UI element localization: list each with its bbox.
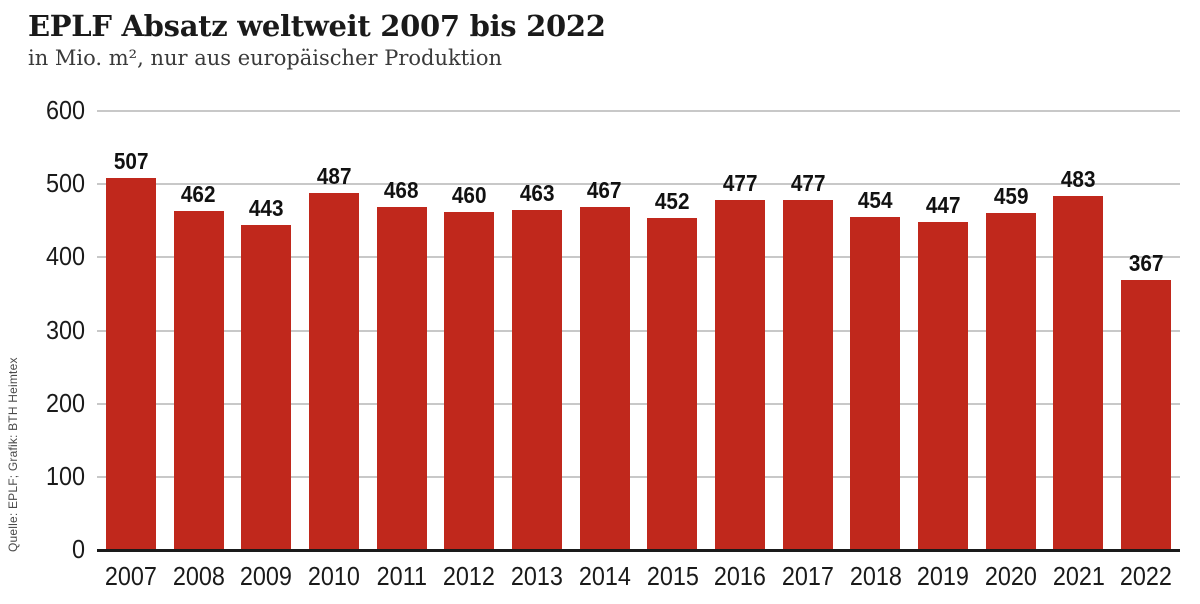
chart-subtitle: in Mio. m², nur aus europäischer Produkt… bbox=[28, 46, 503, 71]
bar bbox=[376, 206, 427, 549]
x-axis-label: 2014 bbox=[578, 561, 631, 591]
y-axis-tick-label: 500 bbox=[45, 168, 85, 199]
x-axis-label: 2013 bbox=[510, 561, 563, 591]
bar-slot-2020: 459 bbox=[977, 110, 1045, 549]
bar bbox=[511, 210, 562, 549]
bar-value-label: 367 bbox=[1128, 250, 1164, 277]
bar-value-label: 459 bbox=[993, 183, 1029, 210]
bar-value-label: 454 bbox=[858, 186, 893, 213]
bar-value-label: 477 bbox=[790, 170, 825, 196]
gridline bbox=[97, 329, 1180, 332]
bar bbox=[579, 207, 630, 549]
bar-value-label: 487 bbox=[316, 162, 352, 189]
bar-slot-2022: 367 bbox=[1112, 110, 1180, 549]
y-axis-tick-label: 300 bbox=[45, 314, 85, 345]
bar bbox=[173, 210, 224, 549]
y-axis-tick-label: 400 bbox=[45, 241, 85, 272]
bar-slot-2019: 447 bbox=[909, 110, 977, 549]
x-axis-label: 2022 bbox=[1120, 561, 1173, 591]
y-axis-tick-label: 100 bbox=[45, 460, 85, 491]
gridline bbox=[97, 475, 1180, 478]
x-axis: 2007 2008 2009 2010 2011 2012 2013 2014 2015 2016… bbox=[97, 556, 1180, 596]
bar-slot-2009: 443 bbox=[232, 110, 300, 549]
bar bbox=[105, 178, 156, 549]
chart-title: EPLF Absatz weltweit 2007 bis 2022 bbox=[28, 9, 606, 43]
x-axis-label: 2016 bbox=[714, 561, 767, 591]
bar-value-label: 447 bbox=[925, 191, 961, 218]
bar-slot-2013: 463 bbox=[503, 110, 571, 549]
bar bbox=[715, 200, 766, 549]
bar-slot-2008: 462 bbox=[165, 110, 233, 549]
gridline bbox=[97, 402, 1180, 405]
bar-value-label: 443 bbox=[248, 194, 284, 221]
x-axis-label: 2020 bbox=[984, 561, 1037, 591]
bar-slot-2017: 477 bbox=[774, 110, 842, 549]
bar bbox=[1121, 280, 1172, 549]
x-axis-label: 2017 bbox=[781, 561, 834, 591]
bar bbox=[647, 218, 698, 549]
bar bbox=[1053, 195, 1104, 549]
bar-slot-2016: 477 bbox=[706, 110, 774, 549]
x-axis-label: 2015 bbox=[646, 561, 699, 591]
bar bbox=[985, 213, 1036, 549]
plot-area: 507 462 443 487 468 460 463 467 452 477 477 454 447 4… bbox=[97, 110, 1180, 552]
bar bbox=[850, 216, 901, 549]
x-axis-label: 2008 bbox=[172, 561, 225, 591]
bar-slot-2015: 452 bbox=[639, 110, 707, 549]
x-axis-label: 2011 bbox=[376, 561, 427, 591]
y-axis-tick-label: 0 bbox=[71, 534, 85, 564]
x-axis-label: 2009 bbox=[240, 561, 293, 591]
bar-value-label: 468 bbox=[384, 176, 419, 203]
bar bbox=[444, 212, 495, 549]
gridline bbox=[97, 183, 1180, 186]
x-axis-label: 2018 bbox=[849, 561, 902, 591]
bar bbox=[782, 200, 833, 549]
bar bbox=[918, 221, 969, 549]
bar-slot-2021: 483 bbox=[1045, 110, 1113, 549]
bar-slot-2018: 454 bbox=[842, 110, 910, 549]
bar bbox=[308, 192, 359, 549]
bar-slot-2011: 468 bbox=[368, 110, 436, 549]
bar-value-label: 483 bbox=[1061, 165, 1096, 192]
x-axis-label: 2010 bbox=[307, 561, 360, 591]
y-axis: 0 100 200 300 400 500 600 bbox=[0, 97, 85, 562]
gridline bbox=[97, 256, 1180, 259]
bar-slot-2012: 460 bbox=[435, 110, 503, 549]
bar-value-label: 507 bbox=[113, 148, 149, 175]
bar-slot-2014: 467 bbox=[571, 110, 639, 549]
bar-value-label: 460 bbox=[452, 182, 487, 209]
bar-value-label: 467 bbox=[587, 177, 622, 204]
bar-slot-2010: 487 bbox=[300, 110, 368, 549]
x-axis-label: 2021 bbox=[1052, 561, 1105, 591]
bar-slot-2007: 507 bbox=[97, 110, 165, 549]
chart-header: EPLF Absatz weltweit 2007 bis 2022 in Mi… bbox=[28, 9, 606, 71]
bar-value-label: 463 bbox=[519, 180, 555, 207]
x-axis-label: 2012 bbox=[443, 561, 496, 591]
y-axis-tick-label: 200 bbox=[45, 387, 85, 418]
x-axis-label: 2007 bbox=[104, 561, 157, 591]
bar-series: 507 462 443 487 468 460 463 467 452 477 477 454 447 4… bbox=[97, 110, 1180, 549]
bar-value-label: 462 bbox=[181, 180, 216, 207]
x-axis-label: 2019 bbox=[917, 561, 970, 591]
bar-value-label: 477 bbox=[722, 170, 758, 196]
bar-value-label: 452 bbox=[655, 188, 690, 215]
bar bbox=[241, 224, 292, 549]
y-axis-tick-label: 600 bbox=[45, 95, 85, 125]
gridline bbox=[97, 110, 1180, 112]
